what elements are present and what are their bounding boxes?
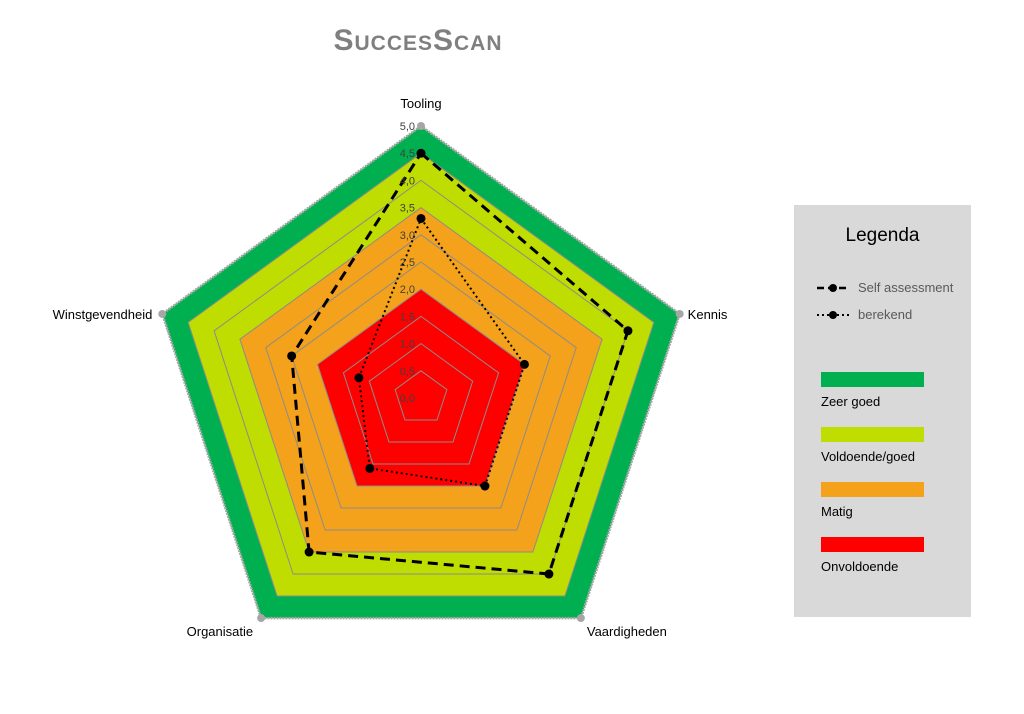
grid-ring xyxy=(160,124,682,620)
grid-ring xyxy=(394,370,448,421)
series-point xyxy=(416,213,426,223)
radar-chart: 0,0 0,5 1,0 1,5 2,0 2,5 3,0 3,5 4,0 4,5 5,0 Toolin… xyxy=(53,96,728,639)
legend-title: Legenda xyxy=(845,225,920,246)
series-point xyxy=(287,351,297,361)
axis-label-kennis: Kennis xyxy=(688,307,728,322)
axis-label-winstgevendheid: Winstgevendheid xyxy=(53,307,153,322)
legend-label-matig: Matig xyxy=(821,504,853,519)
legend-self-assessment-label: Self assessment xyxy=(858,280,954,295)
grid-ring xyxy=(187,152,655,597)
legend-berekend-label: berekend xyxy=(858,307,913,322)
tick-labels: 0,0 0,5 1,0 1,5 2,0 2,5 3,0 3,5 4,0 4,5 5,0 xyxy=(400,121,415,405)
axis-label-organisatie: Organisatie xyxy=(187,624,253,639)
series-line-self-assessment xyxy=(290,151,630,576)
axis-label-tooling: Tooling xyxy=(400,96,441,111)
tick-label: 3,5 xyxy=(400,203,415,215)
tick-label: 5,0 xyxy=(400,121,415,133)
axis-end-dot xyxy=(257,614,266,623)
color-bands xyxy=(162,126,680,619)
grid-rings xyxy=(158,122,684,623)
tick-label: 4,5 xyxy=(400,148,415,160)
axis-end-dot xyxy=(158,309,167,318)
grid-ring xyxy=(368,342,474,443)
legend-label-zeer-goed: Zeer goed xyxy=(821,394,881,409)
legend-swatch-voldoende-goed xyxy=(821,427,924,442)
tick-label: 0,0 xyxy=(400,393,415,405)
series-point xyxy=(480,481,490,491)
tick-label: 4,0 xyxy=(400,175,415,187)
tick-label: 1,5 xyxy=(400,311,415,323)
grid-ring xyxy=(213,179,629,575)
series-point xyxy=(304,547,314,557)
series-point xyxy=(623,326,633,336)
data-series xyxy=(287,148,633,579)
legend-label-voldoende-goed: Voldoende/goed xyxy=(821,449,915,464)
axis-end-dot xyxy=(417,122,425,130)
series-point xyxy=(519,359,529,369)
axis-label-vaardigheden: Vaardigheden xyxy=(587,624,667,639)
legend-swatch-zeer-goed xyxy=(821,372,924,387)
tick-label: 0,5 xyxy=(400,366,415,378)
legend-label-onvoldoende: Onvoldoende xyxy=(821,559,899,574)
series-point xyxy=(365,463,375,473)
chart-title: SuccesScan xyxy=(333,24,503,57)
grid-ring xyxy=(291,261,551,509)
series-line-berekend xyxy=(357,217,526,487)
grid-ring xyxy=(316,288,526,487)
axis-labels: Tooling Kennis Vaardigheden Organisatie Wins… xyxy=(53,96,728,639)
series-point xyxy=(354,373,364,383)
axis-end-dot xyxy=(576,614,585,623)
tick-label: 1,0 xyxy=(400,339,415,351)
grid-ring xyxy=(342,315,500,465)
legend-swatch-matig xyxy=(821,482,924,497)
series-point xyxy=(544,569,554,579)
band-onvoldoende xyxy=(317,289,525,486)
tick-label: 3,0 xyxy=(400,230,415,242)
legend-panel: Legenda Self assessment berekend Zeer go… xyxy=(794,205,971,617)
tick-label: 2,0 xyxy=(400,284,415,296)
legend-berekend-line xyxy=(817,311,849,319)
grid-ring xyxy=(265,234,577,531)
axis-end-dot xyxy=(675,309,684,318)
legend-swatch-onvoldoende xyxy=(821,537,924,552)
tick-label: 2,5 xyxy=(400,257,415,269)
grid-ring xyxy=(239,206,603,553)
legend-self-assessment-line xyxy=(817,284,849,292)
series-point xyxy=(416,148,426,158)
